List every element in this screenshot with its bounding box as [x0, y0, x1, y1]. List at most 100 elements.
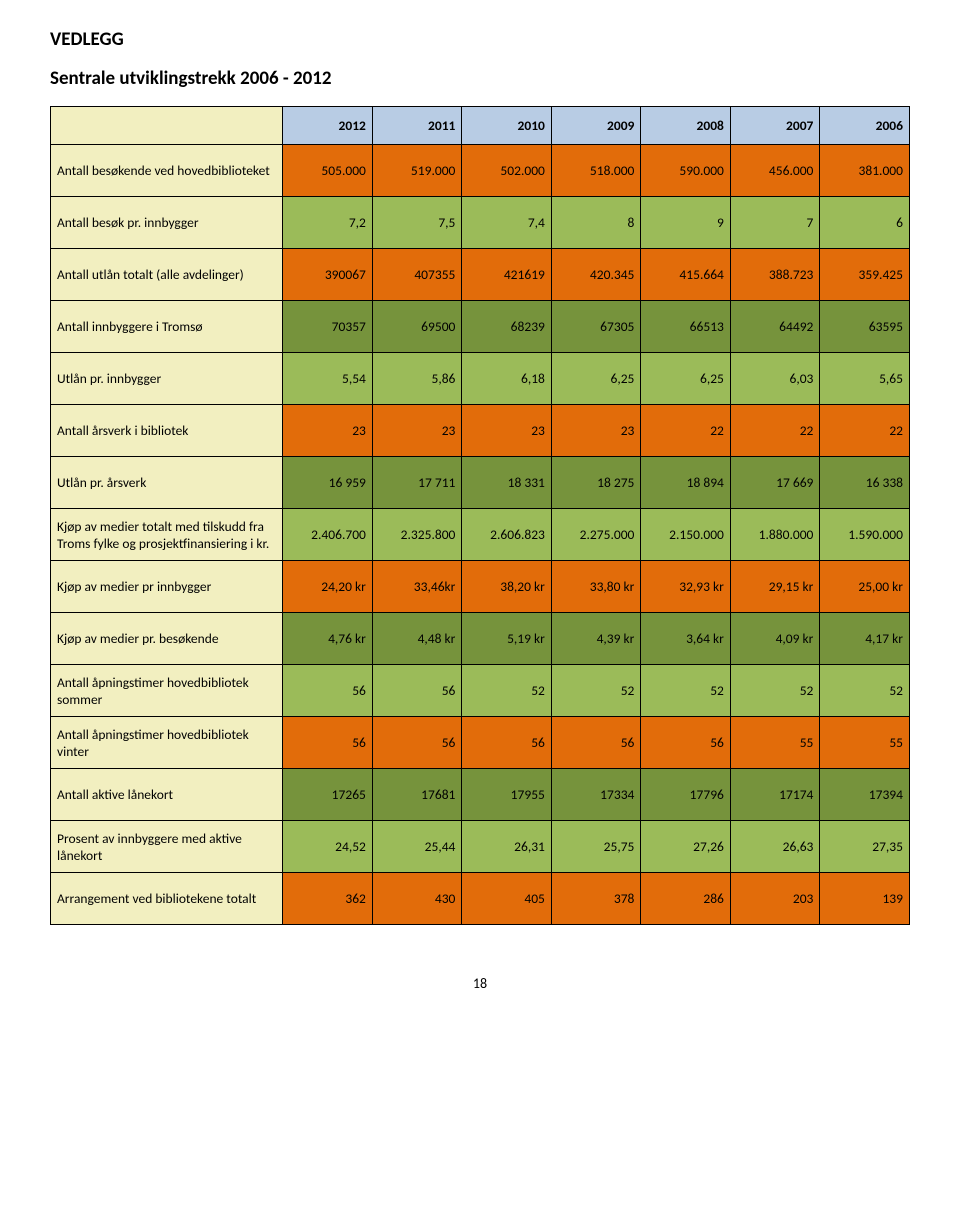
- table-row: Antall innbyggere i Tromsø70357695006823…: [51, 301, 910, 353]
- data-cell: 6,03: [730, 353, 820, 405]
- data-cell: 27,35: [820, 821, 910, 873]
- data-cell: 6: [820, 197, 910, 249]
- data-cell: 421619: [462, 249, 552, 301]
- data-cell: 415.664: [641, 249, 731, 301]
- data-cell: 6,18: [462, 353, 552, 405]
- data-cell: 286: [641, 873, 731, 925]
- data-cell: 4,39 kr: [551, 613, 641, 665]
- data-cell: 2.150.000: [641, 509, 731, 561]
- row-label: Kjøp av medier totalt med tilskudd fra T…: [51, 509, 283, 561]
- table-row: Utlån pr. årsverk16 95917 71118 33118 27…: [51, 457, 910, 509]
- data-cell: 55: [820, 717, 910, 769]
- data-cell: 362: [283, 873, 373, 925]
- data-cell: 22: [641, 405, 731, 457]
- table-row: Prosent av innbyggere med aktive lånekor…: [51, 821, 910, 873]
- data-cell: 2.406.700: [283, 509, 373, 561]
- data-cell: 56: [372, 665, 462, 717]
- row-label: Antall åpningstimer hovedbibliotek vinte…: [51, 717, 283, 769]
- data-cell: 518.000: [551, 145, 641, 197]
- data-cell: 6,25: [551, 353, 641, 405]
- data-cell: 24,20 kr: [283, 561, 373, 613]
- table-header-label-blank: [51, 107, 283, 145]
- table-header-year: 2008: [641, 107, 731, 145]
- data-cell: 18 275: [551, 457, 641, 509]
- data-cell: 22: [730, 405, 820, 457]
- data-cell: 5,65: [820, 353, 910, 405]
- data-cell: 420.345: [551, 249, 641, 301]
- data-cell: 17174: [730, 769, 820, 821]
- data-cell: 56: [283, 717, 373, 769]
- data-cell: 378: [551, 873, 641, 925]
- row-label: Antall besøk pr. innbygger: [51, 197, 283, 249]
- row-label: Utlån pr. innbygger: [51, 353, 283, 405]
- data-cell: 23: [283, 405, 373, 457]
- table-row: Antall besøkende ved hovedbiblioteket505…: [51, 145, 910, 197]
- data-cell: 22: [820, 405, 910, 457]
- data-cell: 2.606.823: [462, 509, 552, 561]
- table-header-year: 2012: [283, 107, 373, 145]
- data-cell: 64492: [730, 301, 820, 353]
- data-cell: 7,2: [283, 197, 373, 249]
- row-label: Antall årsverk i bibliotek: [51, 405, 283, 457]
- table-row: Kjøp av medier pr innbygger24,20 kr33,46…: [51, 561, 910, 613]
- data-cell: 69500: [372, 301, 462, 353]
- data-cell: 56: [283, 665, 373, 717]
- data-cell: 25,75: [551, 821, 641, 873]
- data-cell: 5,86: [372, 353, 462, 405]
- section-heading: Sentrale utviklingstrekk 2006 - 2012: [50, 67, 910, 90]
- data-cell: 33,80 kr: [551, 561, 641, 613]
- data-cell: 26,31: [462, 821, 552, 873]
- data-cell: 505.000: [283, 145, 373, 197]
- table-row: Antall besøk pr. innbygger7,27,57,48976: [51, 197, 910, 249]
- data-cell: 56: [372, 717, 462, 769]
- table-header-year: 2010: [462, 107, 552, 145]
- data-cell: 8: [551, 197, 641, 249]
- row-label: Antall åpningstimer hovedbibliotek somme…: [51, 665, 283, 717]
- row-label: Kjøp av medier pr. besøkende: [51, 613, 283, 665]
- table-row: Antall åpningstimer hovedbibliotek somme…: [51, 665, 910, 717]
- table-row: Antall aktive lånekort172651768117955173…: [51, 769, 910, 821]
- data-cell: 25,00 kr: [820, 561, 910, 613]
- data-cell: 5,54: [283, 353, 373, 405]
- table-header-year: 2006: [820, 107, 910, 145]
- data-cell: 52: [820, 665, 910, 717]
- data-cell: 23: [551, 405, 641, 457]
- data-cell: 1.880.000: [730, 509, 820, 561]
- data-cell: 55: [730, 717, 820, 769]
- data-cell: 17265: [283, 769, 373, 821]
- data-cell: 67305: [551, 301, 641, 353]
- row-label: Utlån pr. årsverk: [51, 457, 283, 509]
- data-cell: 29,15 kr: [730, 561, 820, 613]
- row-label: Arrangement ved bibliotekene totalt: [51, 873, 283, 925]
- data-cell: 56: [551, 717, 641, 769]
- data-cell: 2.275.000: [551, 509, 641, 561]
- data-cell: 590.000: [641, 145, 731, 197]
- row-label: Antall innbyggere i Tromsø: [51, 301, 283, 353]
- table-row: Antall utlån totalt (alle avdelinger)390…: [51, 249, 910, 301]
- data-cell: 27,26: [641, 821, 731, 873]
- data-cell: 139: [820, 873, 910, 925]
- data-cell: 66513: [641, 301, 731, 353]
- data-cell: 68239: [462, 301, 552, 353]
- attachment-heading: VEDLEGG: [50, 28, 910, 51]
- table-row: Kjøp av medier totalt med tilskudd fra T…: [51, 509, 910, 561]
- data-cell: 7,4: [462, 197, 552, 249]
- table-header-year: 2011: [372, 107, 462, 145]
- data-cell: 17 711: [372, 457, 462, 509]
- data-cell: 52: [551, 665, 641, 717]
- data-cell: 7: [730, 197, 820, 249]
- data-cell: 390067: [283, 249, 373, 301]
- data-cell: 4,48 kr: [372, 613, 462, 665]
- data-cell: 4,09 kr: [730, 613, 820, 665]
- data-cell: 25,44: [372, 821, 462, 873]
- data-cell: 17 669: [730, 457, 820, 509]
- data-table: 2012201120102009200820072006Antall besøk…: [50, 106, 910, 925]
- data-cell: 38,20 kr: [462, 561, 552, 613]
- data-cell: 17955: [462, 769, 552, 821]
- row-label: Prosent av innbyggere med aktive lånekor…: [51, 821, 283, 873]
- data-cell: 4,76 kr: [283, 613, 373, 665]
- data-cell: 9: [641, 197, 731, 249]
- row-label: Antall besøkende ved hovedbiblioteket: [51, 145, 283, 197]
- data-cell: 52: [462, 665, 552, 717]
- data-cell: 502.000: [462, 145, 552, 197]
